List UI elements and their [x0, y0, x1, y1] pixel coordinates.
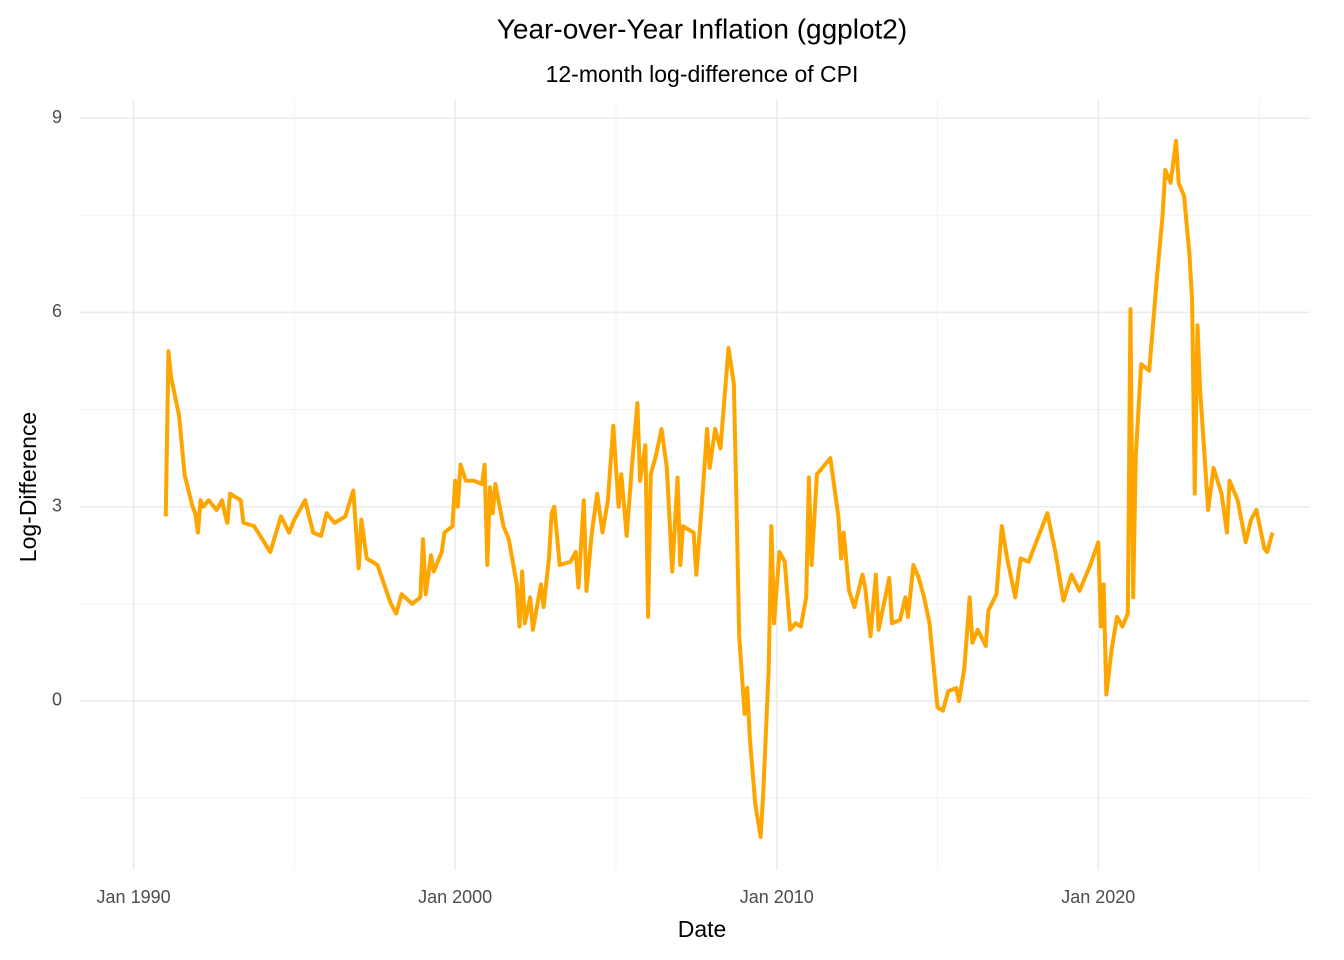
x-axis-title: Date — [678, 916, 727, 942]
y-tick-label: 6 — [52, 301, 62, 321]
x-tick-label: Jan 2020 — [1061, 887, 1135, 907]
y-axis-title: Log-Difference — [15, 412, 41, 562]
chart-title: Year-over-Year Inflation (ggplot2) — [497, 13, 907, 44]
chart-subtitle: 12-month log-difference of CPI — [546, 61, 859, 87]
x-tick-label: Jan 1990 — [97, 887, 171, 907]
y-tick-label: 9 — [52, 107, 62, 127]
x-tick-label: Jan 2010 — [740, 887, 814, 907]
x-tick-label: Jan 2000 — [418, 887, 492, 907]
y-tick-label: 3 — [52, 495, 62, 515]
y-tick-label: 0 — [52, 690, 62, 710]
data-line — [163, 138, 1275, 839]
